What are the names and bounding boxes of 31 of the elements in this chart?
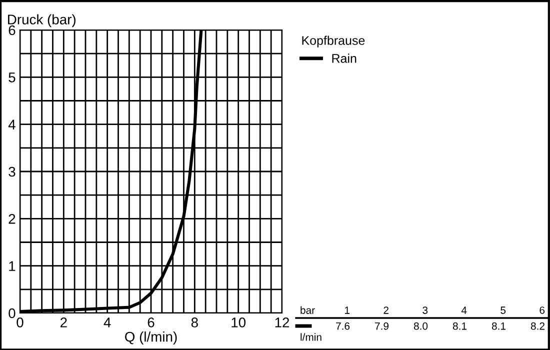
- text: bar: [300, 306, 315, 314]
- y-tick-label: 0: [8, 308, 16, 318]
- text: 6: [540, 306, 545, 314]
- text: l/min: [300, 333, 322, 341]
- x-tick-label: 8: [191, 318, 198, 328]
- y-tick-label: 6: [8, 25, 16, 36]
- legend-title: Kopfbrause: [302, 36, 365, 48]
- text: 5: [500, 306, 506, 314]
- x-tick-label: 12: [275, 318, 290, 328]
- x-tick-label: 6: [148, 318, 154, 328]
- text: 1: [345, 306, 350, 314]
- text: 8.1: [492, 322, 506, 330]
- x-tick-label: 4: [104, 318, 111, 328]
- text: 7.6: [336, 322, 350, 330]
- legend-label: Rain: [332, 54, 356, 63]
- text: 8.1: [452, 322, 466, 330]
- x-tick-label: 10: [232, 318, 246, 328]
- text: 2: [384, 306, 388, 314]
- y-tick-label: 3: [8, 166, 16, 177]
- x-tick-label: 0: [16, 318, 24, 328]
- text: 8.2: [530, 322, 544, 330]
- x-tick-label: 2: [60, 318, 67, 328]
- y-tick-label: 4: [8, 120, 16, 130]
- y-tick-label: 5: [8, 72, 16, 82]
- text: 7.9: [375, 322, 389, 330]
- text: 8.0: [414, 322, 428, 330]
- x-axis-title: Q (l/min): [125, 332, 177, 344]
- y-tick-label: 1: [9, 261, 16, 271]
- y-tick-label: 2: [8, 214, 16, 224]
- text: 4: [461, 306, 467, 314]
- text: 3: [422, 306, 428, 314]
